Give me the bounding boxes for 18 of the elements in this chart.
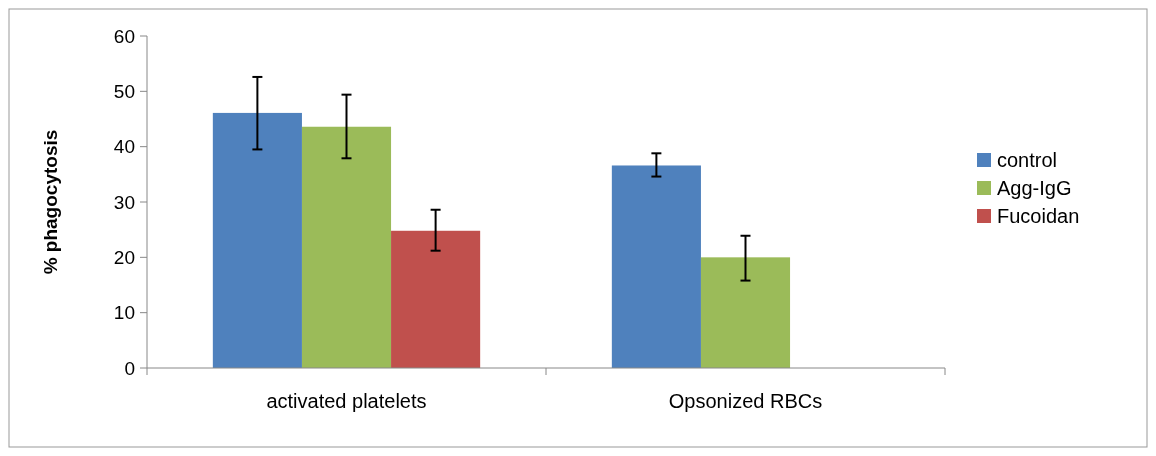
y-tick-label: 20 xyxy=(113,246,135,268)
bar xyxy=(611,165,701,368)
y-axis-title: % phagocytosis xyxy=(40,129,61,275)
bar xyxy=(301,126,392,368)
y-tick-label: 30 xyxy=(113,191,135,213)
bar xyxy=(212,112,302,368)
legend-label: Fucoidan xyxy=(997,205,1080,227)
x-tick-label: Opsonized RBCs xyxy=(668,390,823,412)
y-tick-label: 0 xyxy=(124,357,135,379)
bar xyxy=(700,257,791,368)
x-tick-label: activated platelets xyxy=(266,390,427,412)
y-tick-label: 60 xyxy=(113,25,135,47)
y-tick-label: 10 xyxy=(113,302,135,324)
legend-label: control xyxy=(997,149,1058,171)
y-tick-label: 50 xyxy=(113,80,135,102)
legend-label: Agg-IgG xyxy=(997,177,1072,199)
bar xyxy=(391,230,481,368)
y-tick-label: 40 xyxy=(113,136,135,158)
